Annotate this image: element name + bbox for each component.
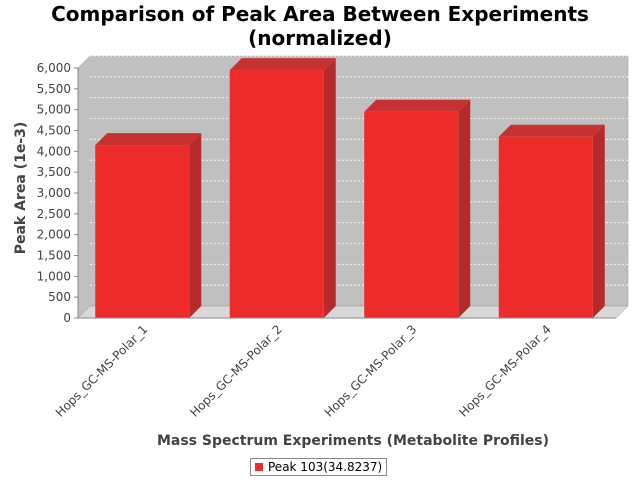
bar-side bbox=[323, 58, 336, 318]
y-tick-label: 2,000 bbox=[37, 228, 71, 242]
bar bbox=[95, 133, 202, 318]
y-tick-label: 4,500 bbox=[37, 124, 71, 138]
bar-side bbox=[458, 99, 471, 318]
x-category-label: Hops_GC-MS-Polar_1 bbox=[53, 322, 151, 420]
y-tick-label: 0 bbox=[63, 311, 71, 325]
x-category-label: Hops_GC-MS-Polar_4 bbox=[456, 322, 554, 420]
y-tick-label: 2,500 bbox=[37, 207, 71, 221]
bar-top bbox=[498, 124, 605, 137]
y-tick-label: 3,500 bbox=[37, 165, 71, 179]
x-category-label: Hops_GC-MS-Polar_2 bbox=[187, 322, 285, 420]
bars bbox=[95, 58, 605, 318]
y-axis-ticks: 0 500 1,000 1,500 2,000 2,500 3,000 3,500 4,000 4… bbox=[37, 61, 78, 325]
bar-top bbox=[95, 133, 202, 146]
bar-front bbox=[364, 111, 459, 318]
y-tick-label: 6,000 bbox=[37, 61, 71, 75]
y-tick-label: 5,000 bbox=[37, 103, 71, 117]
chart-title: Comparison of Peak Area Between Experime… bbox=[0, 2, 640, 50]
bar-side bbox=[592, 124, 605, 318]
bar-top bbox=[229, 58, 336, 71]
x-axis-categories: Hops_GC-MS-Polar_1 Hops_GC-MS-Polar_2 Hops… bbox=[53, 322, 554, 420]
chart-title-line-1: Comparison of Peak Area Between Experime… bbox=[51, 2, 589, 26]
x-category-label: Hops_GC-MS-Polar_3 bbox=[322, 322, 420, 420]
legend-label: Peak 103(34.8237) bbox=[268, 460, 383, 474]
x-axis-title: Mass Spectrum Experiments (Metabolite Pr… bbox=[157, 433, 549, 449]
bar-top bbox=[364, 99, 471, 112]
y-tick-label: 1,000 bbox=[37, 269, 71, 283]
y-tick-label: 4,000 bbox=[37, 144, 71, 158]
bar-front bbox=[95, 145, 190, 318]
bar bbox=[364, 99, 471, 318]
y-tick-label: 1,500 bbox=[37, 249, 71, 263]
legend: Peak 103(34.8237) bbox=[250, 458, 388, 476]
y-axis-title: Peak Area (1e-3) bbox=[13, 122, 29, 255]
y-tick-label: 3,000 bbox=[37, 186, 71, 200]
bar-front bbox=[229, 70, 324, 318]
bar bbox=[498, 124, 605, 318]
bar bbox=[229, 58, 336, 318]
chart-title-line-2: (normalized) bbox=[248, 26, 392, 50]
y-tick-label: 500 bbox=[48, 290, 71, 304]
y-tick-label: 5,500 bbox=[37, 82, 71, 96]
legend-swatch bbox=[255, 463, 263, 471]
bar-side bbox=[189, 133, 202, 318]
bar-front bbox=[498, 136, 593, 318]
